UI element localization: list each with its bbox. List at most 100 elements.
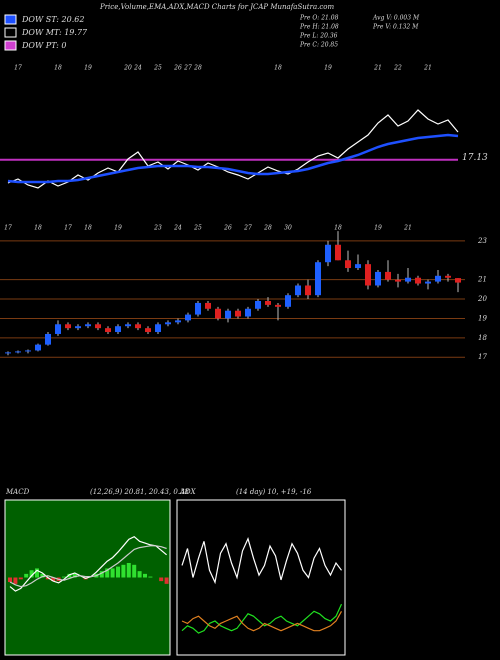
series-line: [9, 535, 167, 592]
info: Pre V: 0.132 M: [372, 24, 419, 31]
histogram-bar: [143, 573, 147, 578]
panel-subtitle: (14 day) 10, +19, -16: [236, 488, 312, 496]
candle-body: [95, 324, 101, 329]
info: Pre C: 20.85: [299, 42, 338, 49]
histogram-bar: [40, 573, 45, 578]
y-tick-label: 18: [478, 334, 487, 342]
date-label: 18: [274, 65, 282, 72]
candle-body: [145, 328, 151, 333]
legend-swatch: [4, 14, 17, 25]
y-tick-label: 19: [478, 314, 487, 322]
page-title: Price,Volume,EMA,ADX,MACD Charts for JCA…: [99, 3, 334, 11]
candle-body: [425, 281, 431, 284]
candle-body: [195, 302, 201, 315]
series-line: [7, 133, 459, 184]
candle-body: [295, 285, 301, 296]
y-tick-label: 21: [477, 276, 487, 284]
date-label: 19: [324, 65, 332, 72]
candle-body: [175, 320, 181, 323]
histogram-bar: [67, 573, 72, 578]
candle-body: [115, 326, 121, 333]
histogram-bar: [29, 570, 34, 578]
candle-body: [75, 326, 81, 329]
candle-body: [455, 278, 461, 283]
candle-body: [45, 333, 51, 345]
histogram-bar: [62, 576, 66, 578]
histogram-bar: [116, 566, 120, 578]
date-label: 27: [183, 65, 192, 72]
histogram-bar: [18, 577, 23, 580]
date-label: 17: [14, 65, 22, 72]
date-label: 26: [223, 225, 232, 232]
panel-title: ADX: [179, 488, 197, 496]
series-line: [7, 109, 459, 189]
date-label: 19: [84, 65, 92, 72]
candle-body: [35, 344, 41, 351]
histogram-bar: [24, 573, 29, 578]
date-label: 21: [403, 225, 412, 232]
histogram-bar: [137, 571, 142, 578]
series-line: [181, 611, 343, 632]
candle-body: [65, 324, 71, 329]
candle-body: [445, 275, 451, 278]
histogram-bar: [105, 568, 110, 578]
candle-body: [185, 314, 191, 321]
candle-body: [55, 324, 61, 334]
candle-body: [25, 350, 31, 352]
candle-body: [235, 310, 241, 317]
histogram-bar: [164, 577, 169, 584]
candle-body: [345, 260, 351, 269]
date-label: 22: [393, 65, 402, 72]
date-label: 20: [123, 65, 132, 72]
candle-body: [285, 295, 291, 307]
histogram-bar: [148, 576, 153, 578]
legend-swatch: [4, 40, 17, 51]
legend-swatch: [4, 27, 17, 38]
date-label: 26: [173, 65, 182, 72]
date-label: 18: [54, 65, 62, 72]
date-label: 19: [374, 225, 382, 232]
candle-body: [165, 322, 171, 325]
candle-body: [365, 264, 371, 286]
candle-body: [375, 271, 381, 286]
histogram-bar: [51, 577, 56, 582]
date-label: 17: [4, 225, 12, 232]
date-label: 23: [153, 225, 162, 232]
histogram-bar: [8, 577, 12, 583]
histogram-bar: [99, 571, 104, 578]
candle-body: [135, 324, 141, 329]
candle-body: [385, 271, 391, 280]
date-label: 24: [133, 65, 142, 72]
date-label: 27: [243, 225, 252, 232]
date-label: 17: [64, 225, 72, 232]
candle-body: [405, 277, 411, 282]
legend-label: DOW PT: 0: [21, 41, 67, 50]
candle-body: [275, 304, 281, 307]
histogram-bar: [132, 564, 137, 578]
candle-body: [415, 277, 421, 284]
info: Avg V: 0.003 M: [372, 15, 420, 22]
candle-body: [15, 351, 21, 353]
candle-body: [255, 301, 261, 309]
reference-label: 17.13: [462, 153, 488, 163]
legend-label: DOW MT: 19.77: [21, 28, 88, 37]
histogram-bar: [45, 577, 50, 580]
histogram-bar: [121, 564, 126, 578]
y-tick-label: 20: [477, 295, 487, 303]
date-label: 24: [173, 225, 182, 232]
info: Pre L: 20.36: [299, 33, 338, 40]
candle-body: [335, 244, 341, 261]
histogram-bar: [126, 563, 131, 578]
date-label: 19: [114, 225, 122, 232]
candle-body: [355, 264, 361, 269]
panel-title: MACD: [5, 488, 30, 496]
date-label: 28: [193, 65, 202, 72]
date-label: 28: [263, 225, 272, 232]
y-tick-label: 17: [478, 353, 487, 361]
candle-body: [105, 328, 111, 333]
histogram-bar: [72, 573, 77, 578]
candle-body: [225, 310, 231, 319]
candle-body: [215, 308, 221, 319]
date-label: 25: [193, 225, 202, 232]
